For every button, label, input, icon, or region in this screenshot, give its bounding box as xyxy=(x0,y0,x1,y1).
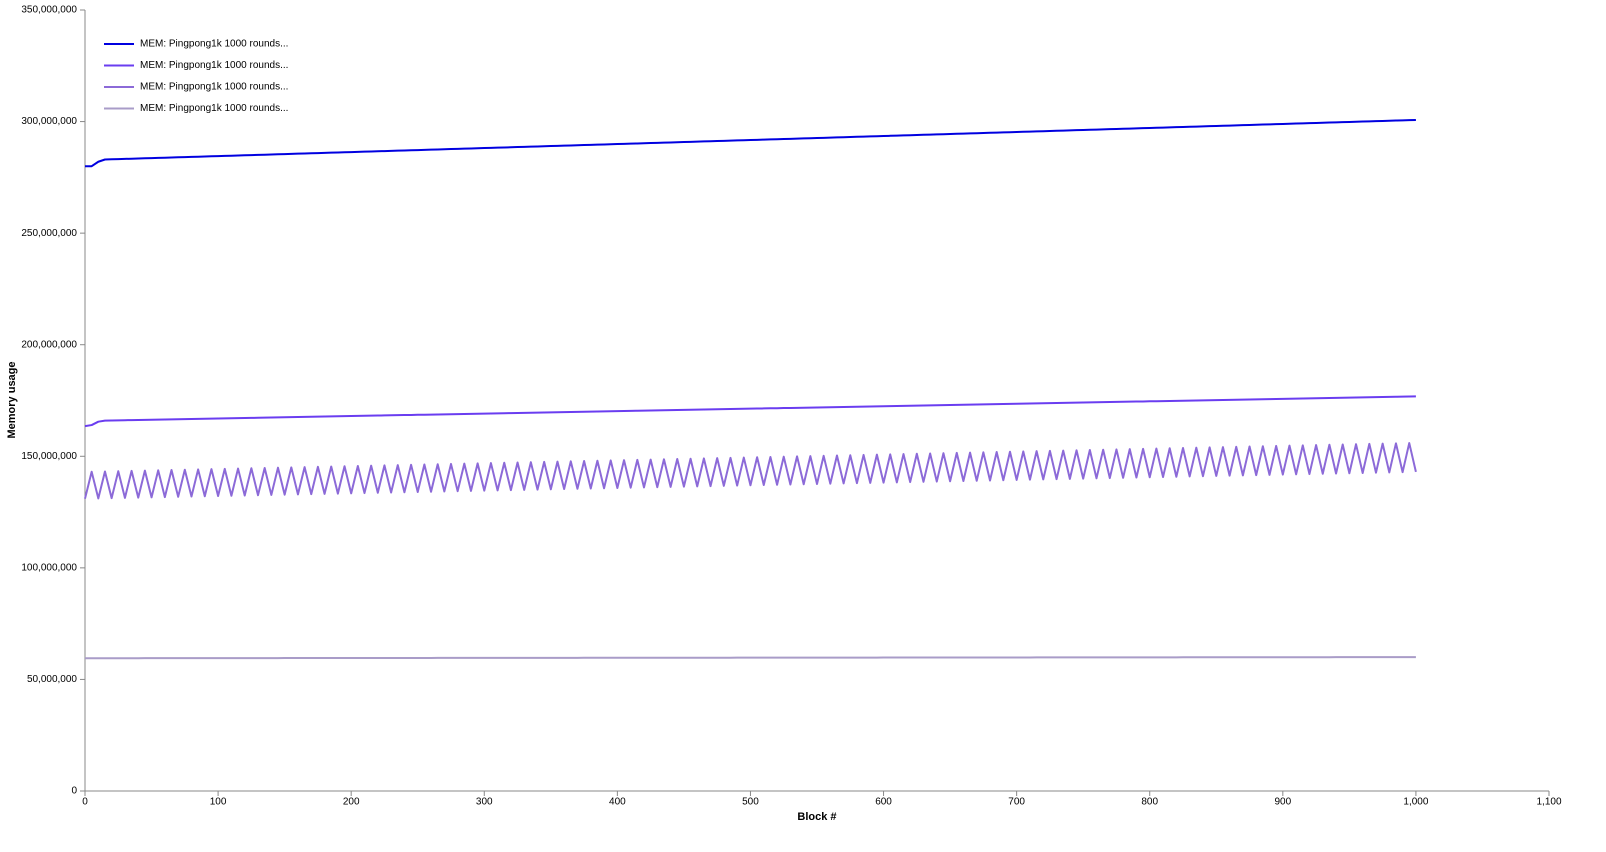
y-tick-label: 100,000,000 xyxy=(21,562,77,573)
x-axis-title: Block # xyxy=(797,811,836,823)
x-tick-label: 500 xyxy=(742,797,759,808)
legend-label: MEM: Pingpong1k 1000 rounds... xyxy=(140,60,288,71)
series-line xyxy=(84,442,1417,500)
x-tick-label: 900 xyxy=(1274,797,1291,808)
x-tick-label: 100 xyxy=(210,797,227,808)
legend-label: MEM: Pingpong1k 1000 rounds... xyxy=(140,103,288,114)
x-tick-label: 700 xyxy=(1008,797,1025,808)
y-tick-label: 50,000,000 xyxy=(27,674,77,685)
y-tick-label: 250,000,000 xyxy=(21,228,77,239)
x-tick-label: 0 xyxy=(82,797,88,808)
legend-label: MEM: Pingpong1k 1000 rounds... xyxy=(140,82,288,93)
x-tick-label: 400 xyxy=(609,797,626,808)
series-line xyxy=(84,656,1416,660)
y-tick-label: 350,000,000 xyxy=(21,5,77,16)
legend-label: MEM: Pingpong1k 1000 rounds... xyxy=(140,39,288,50)
x-tick-label: 800 xyxy=(1141,797,1158,808)
x-tick-label: 1,100 xyxy=(1536,797,1561,808)
x-tick-label: 300 xyxy=(476,797,493,808)
y-tick-label: 200,000,000 xyxy=(21,339,77,350)
y-axis-title: Memory usage xyxy=(6,361,18,438)
x-tick-label: 1,000 xyxy=(1403,797,1428,808)
y-tick-label: 0 xyxy=(71,786,77,797)
x-tick-label: 600 xyxy=(875,797,892,808)
x-tick-label: 200 xyxy=(343,797,360,808)
series-line xyxy=(84,395,1416,428)
y-tick-label: 150,000,000 xyxy=(21,451,77,462)
y-tick-label: 300,000,000 xyxy=(21,116,77,127)
series-line xyxy=(85,118,1416,168)
